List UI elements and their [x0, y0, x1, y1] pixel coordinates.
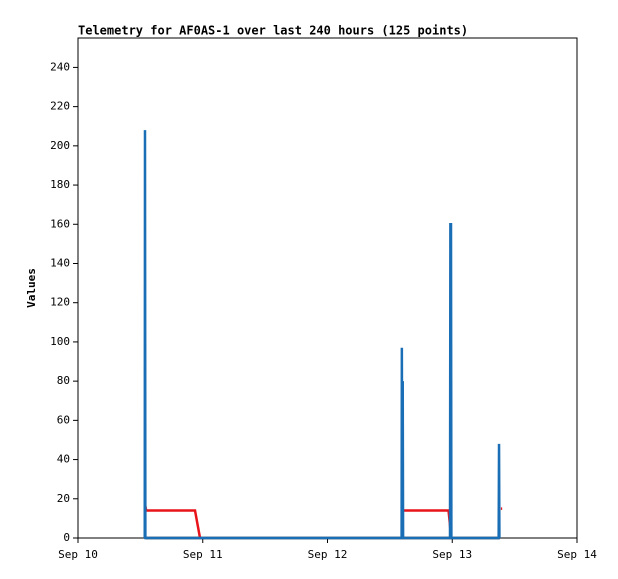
x-tick-label: Sep 12 — [308, 548, 348, 561]
y-tick-label: 240 — [50, 60, 70, 73]
y-tick-label: 100 — [50, 335, 70, 348]
y-tick-label: 140 — [50, 256, 70, 269]
y-tick-label: 120 — [50, 296, 70, 309]
y-axis-label: Values — [25, 268, 38, 308]
y-tick-label: 80 — [57, 374, 70, 387]
x-tick-label: Sep 10 — [58, 548, 98, 561]
y-tick-label: 0 — [63, 531, 70, 544]
x-tick-label: Sep 13 — [432, 548, 472, 561]
y-tick-label: 20 — [57, 492, 70, 505]
y-tick-label: 220 — [50, 100, 70, 113]
y-tick-label: 180 — [50, 178, 70, 191]
x-tick-label: Sep 14 — [557, 548, 597, 561]
chart-title: Telemetry for AF0AS-1 over last 240 hour… — [78, 24, 468, 38]
y-tick-label: 60 — [57, 413, 70, 426]
series-line — [143, 130, 501, 540]
x-tick-label: Sep 11 — [183, 548, 223, 561]
y-tick-label: 200 — [50, 139, 70, 152]
series-line — [144, 506, 503, 539]
y-tick-label: 40 — [57, 453, 70, 466]
y-tick-label: 160 — [50, 217, 70, 230]
plot-frame — [77, 37, 578, 539]
